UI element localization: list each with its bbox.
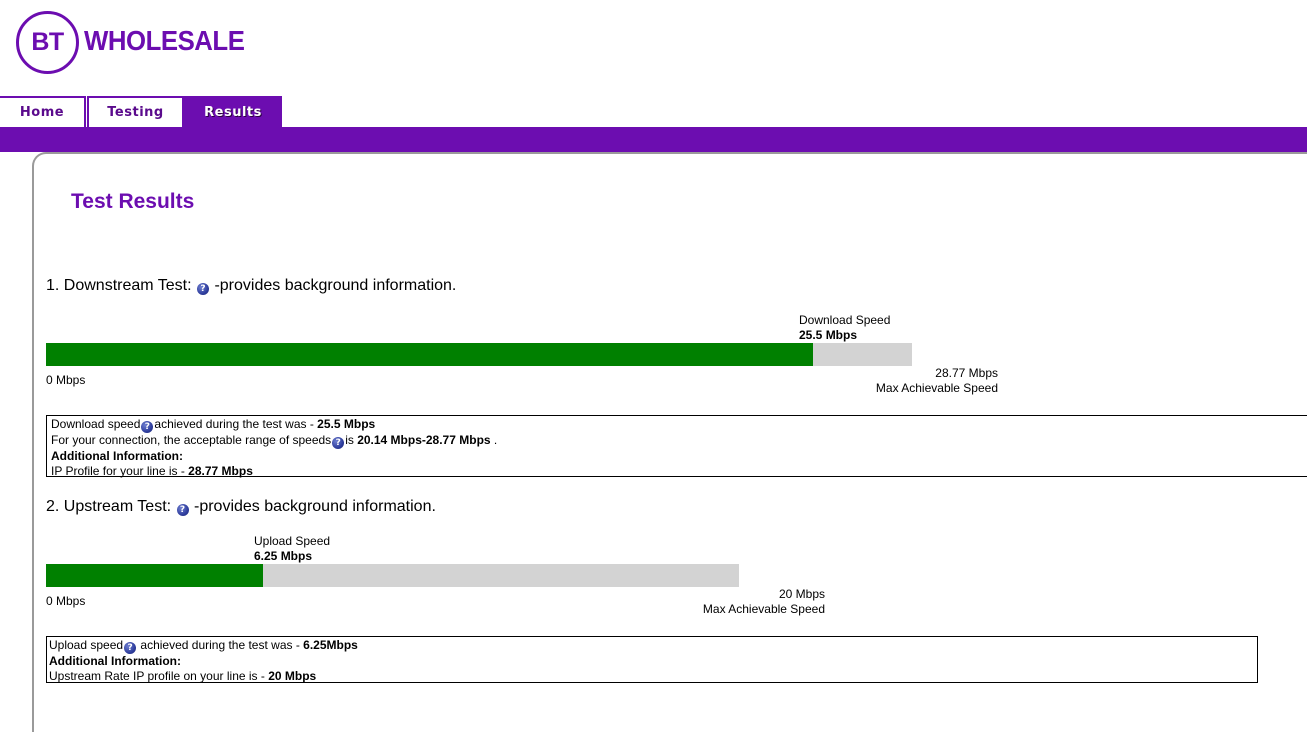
range-info-text: For your connection, the acceptable rang… (51, 433, 332, 447)
page-title: Test Results (71, 190, 195, 213)
range-info-value: 20.14 Mbps-28.77 Mbps (357, 433, 491, 447)
upstream-heading-label: 2. Upstream Test: (46, 498, 172, 515)
upstream-heading: 2. Upstream Test: ? -provides background… (46, 497, 436, 517)
download-speed-value: 25.5 Mbps (799, 328, 858, 342)
download-info-line-1: Download speed? achieved during the test … (51, 417, 1303, 433)
upstream-heading-desc: -provides background information. (194, 498, 436, 515)
upload-additional-heading-text: Additional Information: (49, 654, 181, 668)
downstream-heading-label: 1. Downstream Test: (46, 277, 192, 294)
content-frame (32, 152, 1307, 732)
range-info-end: . (490, 433, 498, 447)
downstream-heading-desc: -provides background information. (214, 277, 457, 294)
downstream-heading: 1. Downstream Test: ? -provides backgrou… (46, 276, 456, 296)
upload-max-value: 20 Mbps (778, 587, 825, 601)
upload-speed-help-icon[interactable]: ? (124, 642, 137, 654)
download-info-line-2: For your connection, the acceptable rang… (51, 433, 1303, 449)
tab-results[interactable]: Results (184, 96, 282, 127)
download-additional-heading: Additional Information: (51, 449, 1303, 464)
tab-home[interactable]: Home (0, 96, 86, 127)
upload-min-label: 0 Mbps (46, 594, 86, 608)
upload-info-line-1: Upload speed? achieved during the test w… (49, 638, 1253, 654)
upload-speed-bar (46, 564, 739, 587)
download-info-text-2: achieved during the test was - (154, 417, 318, 431)
bt-wholesale-logo-text: WHOLESALE (84, 25, 245, 56)
download-speed-label: Download Speed (799, 313, 891, 327)
ip-profile-value: 28.77 Mbps (188, 464, 253, 478)
upload-info-value: 6.25Mbps (303, 638, 358, 652)
upstream-help-icon[interactable]: ? (176, 504, 189, 516)
download-info-text: Download speed (51, 417, 141, 431)
download-additional-heading-text: Additional Information: (51, 449, 183, 463)
upload-info-text-2: achieved during the test was - (137, 638, 304, 652)
download-speed-help-icon[interactable]: ? (141, 421, 154, 433)
download-max-label: Max Achievable Speed (875, 381, 998, 395)
upload-info-text: Upload speed (49, 638, 124, 652)
upload-speed-value: 6.25 Mbps (254, 549, 313, 563)
upload-speed-label: Upload Speed (254, 534, 331, 548)
range-info-text-2: is (345, 433, 358, 447)
download-max-value: 28.77 Mbps (935, 366, 998, 380)
nav-bar-underline (0, 127, 1307, 152)
download-speed-bar-fill (46, 343, 814, 366)
download-min-label: 0 Mbps (46, 373, 86, 387)
ip-profile-text: IP Profile for your line is - (51, 464, 189, 478)
download-info-value: 25.5 Mbps (317, 417, 376, 431)
download-info-line-3: IP Profile for your line is - 28.77 Mbps (51, 464, 1303, 479)
upload-max-label: Max Achievable Speed (702, 602, 825, 616)
upload-info-line-2: Upstream Rate IP profile on your line is… (49, 669, 1253, 684)
tab-testing[interactable]: Testing (87, 96, 184, 127)
upload-additional-heading: Additional Information: (49, 654, 1253, 669)
upload-speed-bar-fill (46, 564, 263, 587)
upload-info-box: Upload speed? achieved during the test w… (46, 636, 1258, 683)
upstream-profile-value: 20 Mbps (268, 669, 317, 683)
downstream-help-icon[interactable]: ? (197, 283, 209, 295)
upstream-profile-text: Upstream Rate IP profile on your line is… (49, 669, 269, 683)
range-help-icon[interactable]: ? (332, 437, 345, 449)
bt-logo-mark: BT (31, 28, 64, 56)
download-info-box: Download speed? achieved during the test … (46, 415, 1307, 479)
bt-logo-circle: BT (16, 11, 79, 74)
download-speed-bar (46, 343, 912, 366)
